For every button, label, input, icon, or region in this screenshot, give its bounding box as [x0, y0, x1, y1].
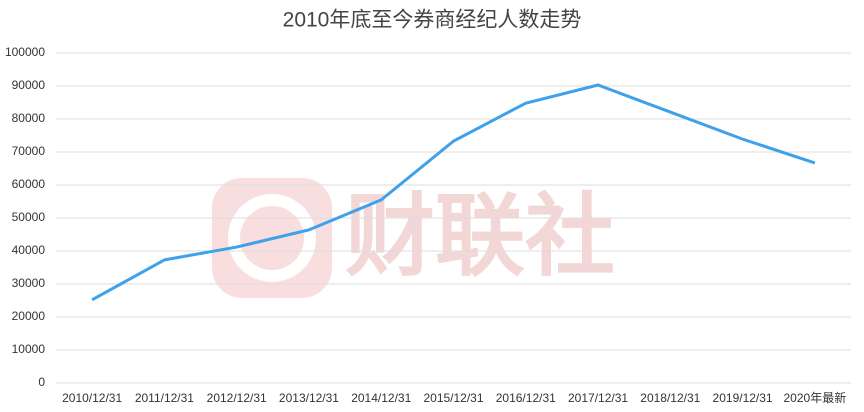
- x-tick-label: 2012/12/31: [207, 391, 267, 405]
- y-tick-label: 0: [38, 375, 45, 389]
- y-tick-label: 20000: [12, 309, 46, 323]
- x-tick-label: 2018/12/31: [640, 391, 700, 405]
- data-line: [91, 83, 816, 302]
- y-tick-label: 40000: [12, 243, 46, 257]
- x-tick-label: 2010/12/31: [62, 391, 122, 405]
- x-tick-label: 2014/12/31: [351, 391, 411, 405]
- y-tick-label: 30000: [12, 276, 46, 290]
- y-tick-label: 100000: [5, 45, 45, 59]
- y-tick-label: 50000: [12, 210, 46, 224]
- y-tick-label: 90000: [12, 78, 46, 92]
- x-tick-label: 2020年最新: [784, 390, 847, 405]
- x-tick-label: 2015/12/31: [423, 391, 483, 405]
- y-tick-label: 10000: [12, 342, 46, 356]
- y-tick-label: 70000: [12, 144, 46, 158]
- chart-title: 2010年底至今券商经纪人数走势: [283, 9, 582, 32]
- watermark-logo-mark: [228, 194, 316, 282]
- y-tick-label: 60000: [12, 177, 46, 191]
- x-tick-label: 2017/12/31: [568, 391, 628, 405]
- x-tick-label: 2016/12/31: [496, 391, 556, 405]
- y-tick-label: 80000: [12, 111, 46, 125]
- x-tick-label: 2019/12/31: [713, 391, 773, 405]
- watermark: 财联社: [345, 187, 615, 287]
- x-tick-label: 2013/12/31: [279, 391, 339, 405]
- x-tick-label: 2011/12/31: [135, 391, 194, 405]
